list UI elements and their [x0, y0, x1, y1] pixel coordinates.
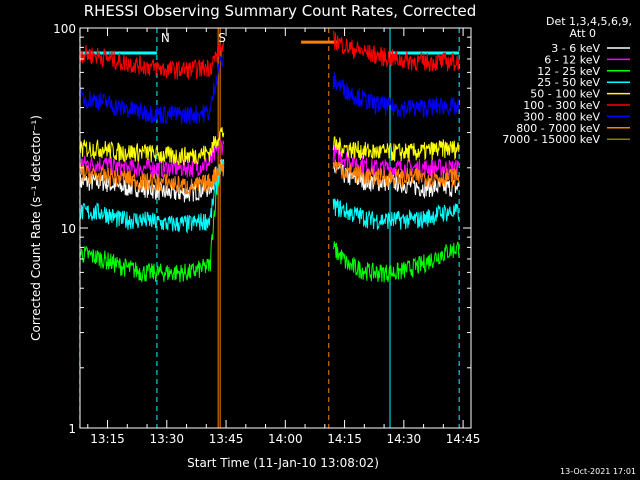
- series-line: [332, 136, 460, 162]
- chart-title: RHESSI Observing Summary Count Rates, Co…: [84, 2, 477, 20]
- y-axis-label: Corrected Count Rate (s⁻¹ detector⁻¹): [29, 115, 43, 341]
- x-tick-label: 14:45: [446, 432, 481, 446]
- series-line: [80, 158, 225, 234]
- legend-label: 6 - 12 keV: [544, 53, 600, 66]
- legend-label: 300 - 800 keV: [523, 110, 600, 123]
- legend-label: 100 - 300 keV: [523, 99, 600, 112]
- series-line: [80, 161, 225, 284]
- series-line: [332, 72, 460, 119]
- x-tick-label: 14:00: [268, 432, 303, 446]
- series-line: [332, 198, 460, 230]
- x-tick-label: 13:15: [90, 432, 125, 446]
- legend-header-line1: Det 1,3,4,5,6,9,: [546, 15, 632, 28]
- series-line: [80, 161, 225, 196]
- x-tick-label: 13:30: [149, 432, 184, 446]
- event-marker-label: N: [161, 31, 170, 45]
- x-tick-label: 13:45: [209, 432, 244, 446]
- x-tick-label: 14:15: [327, 432, 362, 446]
- legend-label: 7000 - 15000 keV: [502, 133, 600, 146]
- y-tick-label: 10: [61, 222, 76, 236]
- series-line: [332, 162, 460, 200]
- y-tick-label: 100: [53, 22, 76, 36]
- legend-label: 25 - 50 keV: [537, 76, 600, 89]
- vertical-markers: [79, 28, 460, 428]
- series-line: [80, 53, 225, 125]
- legend-label: 12 - 25 keV: [537, 65, 600, 78]
- series-line: [332, 159, 460, 188]
- y-axis-ticks: 1 10 100: [53, 22, 471, 436]
- event-marker-label: S: [218, 31, 226, 45]
- x-axis-label: Start Time (11-Jan-10 13:08:02): [187, 456, 379, 470]
- x-tick-label: 14:30: [387, 432, 422, 446]
- series-line: [80, 139, 225, 178]
- legend-header-line2: Att 0: [570, 27, 596, 40]
- plot-frame: [79, 27, 472, 429]
- legend-label: 50 - 100 keV: [530, 88, 600, 101]
- series-line: [333, 30, 460, 73]
- series-line: [80, 40, 225, 80]
- series-lines: [80, 30, 460, 284]
- x-axis-ticks: 13:15 13:30 13:45 14:00 14:15 14:30 14:45: [87, 28, 481, 446]
- y-tick-label: 1: [68, 422, 76, 436]
- legend-label: 3 - 6 keV: [551, 42, 600, 55]
- legend-label: 800 - 7000 keV: [516, 122, 600, 135]
- footer-date: 13-Oct-2021 17:01: [560, 467, 636, 476]
- series-line: [80, 127, 225, 166]
- night-bars: [79, 40, 460, 55]
- series-line: [332, 241, 460, 283]
